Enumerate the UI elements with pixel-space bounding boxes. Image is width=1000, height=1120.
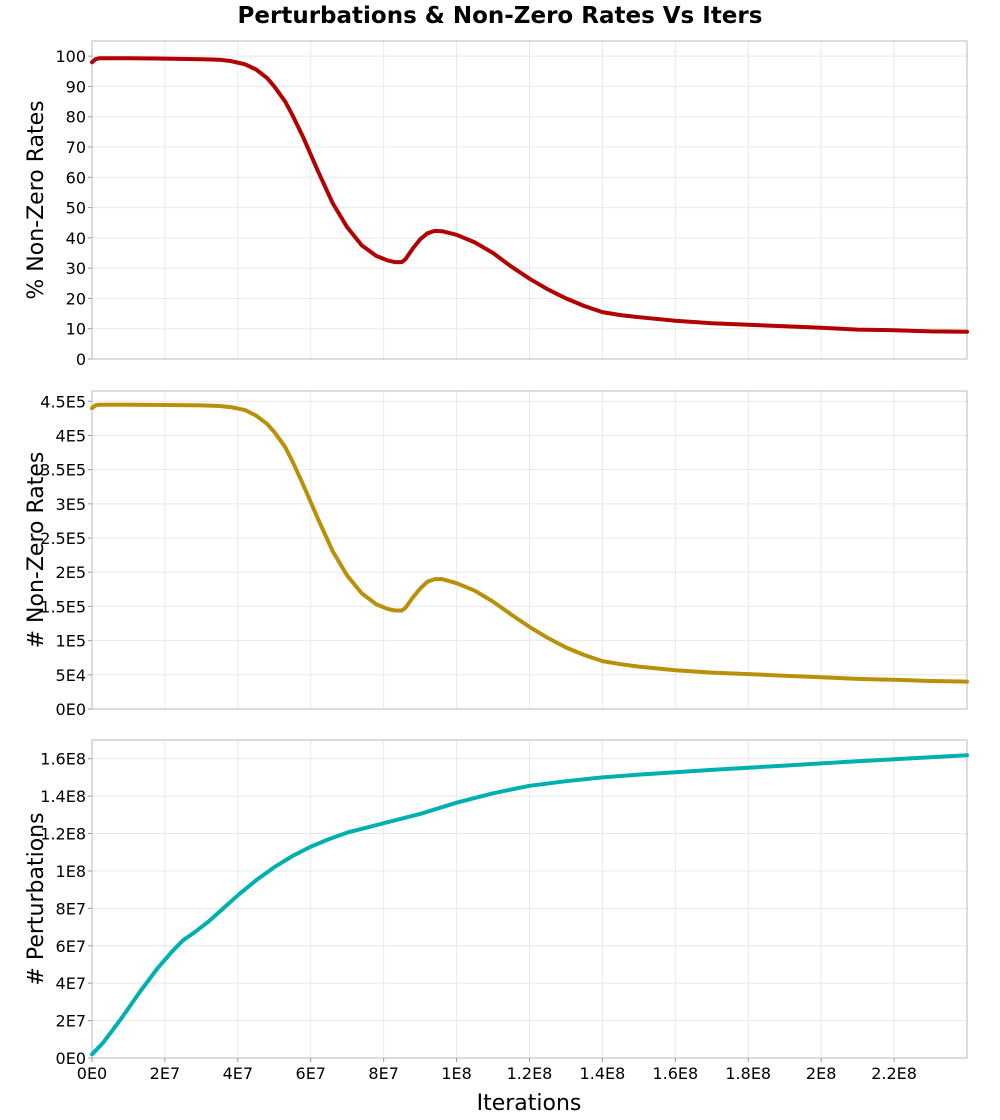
y-tick-label: 1E8 bbox=[56, 862, 86, 881]
y-tick-label: 40 bbox=[66, 229, 86, 248]
y-tick-label: 1.4E8 bbox=[40, 787, 86, 806]
y-tick-label: 70 bbox=[66, 138, 86, 157]
y-tick-label: 4E7 bbox=[56, 974, 86, 993]
y-axis-label: # Non-Zero Rates bbox=[24, 452, 49, 649]
x-tick-label: 6E7 bbox=[296, 1064, 326, 1083]
chart-title: Perturbations & Non-Zero Rates Vs Iters bbox=[238, 3, 763, 29]
y-tick-label: 60 bbox=[66, 168, 86, 187]
plot-frame bbox=[91, 390, 968, 710]
y-tick-label: 1E5 bbox=[56, 632, 86, 651]
y-axis-label: # Perturbations bbox=[24, 812, 49, 985]
x-tick-label: 8E7 bbox=[368, 1064, 398, 1083]
x-tick-label: 1.2E8 bbox=[507, 1064, 553, 1083]
y-tick-label: 20 bbox=[66, 289, 86, 308]
y-tick-label: 1.2E8 bbox=[40, 825, 86, 844]
y-tick-label: 4.5E5 bbox=[40, 392, 86, 411]
panel-perturbations: 0E0 2E7 4E7 6E7 8E7 1E8 1.2E8 1.4E8 1.6E8 # Pertu… bbox=[24, 739, 969, 1083]
y-tick-label: 90 bbox=[66, 77, 86, 96]
x-tick-label: 0E0 bbox=[77, 1064, 107, 1083]
y-tick-label: 2E5 bbox=[56, 563, 86, 582]
x-tick-label: 2.2E8 bbox=[871, 1064, 917, 1083]
y-tick-label: 1.5E5 bbox=[40, 597, 86, 616]
series-line-percent-non-zero bbox=[90, 56, 969, 334]
plot-frame bbox=[91, 40, 968, 360]
y-tick-label: 1.6E8 bbox=[40, 750, 86, 769]
y-axis-label: % Non-Zero Rates bbox=[24, 100, 49, 299]
y-tick-label: 2E7 bbox=[56, 1012, 86, 1031]
x-axis-label: Iterations bbox=[477, 1091, 582, 1116]
x-tick-label: 1.4E8 bbox=[580, 1064, 626, 1083]
y-tick-label: 3E5 bbox=[56, 495, 86, 514]
y-tick-label: 0E0 bbox=[56, 1049, 86, 1068]
panel-percent-non-zero: 0 10 20 30 40 50 60 70 80 90 100 % Non-Zero Rates bbox=[24, 40, 969, 369]
y-tick-label: 0 bbox=[76, 350, 86, 369]
y-tick-label: 0E0 bbox=[56, 700, 86, 719]
y-tick-label: 80 bbox=[66, 108, 86, 127]
x-tick-label: 1.6E8 bbox=[652, 1064, 698, 1083]
x-tick-label: 1E8 bbox=[441, 1064, 471, 1083]
y-tick-label: 50 bbox=[66, 199, 86, 218]
x-tick-label: 2E7 bbox=[150, 1064, 180, 1083]
x-tick-label: 1.8E8 bbox=[725, 1064, 771, 1083]
y-tick-label: 3.5E5 bbox=[40, 461, 86, 480]
series-line-perturbations bbox=[90, 753, 969, 1057]
y-tick-label: 10 bbox=[66, 320, 86, 339]
y-tick-label: 4E5 bbox=[56, 426, 86, 445]
y-tick-label: 5E4 bbox=[56, 666, 86, 685]
panel-count-non-zero: 0E0 5E4 1E5 1.5E5 2E5 2.5E5 3E5 3.5E5 4E5 4.5E5 # … bbox=[24, 390, 969, 719]
y-tick-label: 100 bbox=[55, 47, 86, 66]
x-tick-label: 4E7 bbox=[223, 1064, 253, 1083]
series-line-count-non-zero bbox=[90, 402, 969, 684]
y-tick-label: 2.5E5 bbox=[40, 529, 86, 548]
y-tick-label: 8E7 bbox=[56, 899, 86, 918]
y-tick-label: 6E7 bbox=[56, 937, 86, 956]
y-tick-label: 30 bbox=[66, 259, 86, 278]
x-tick-label: 2E8 bbox=[806, 1064, 836, 1083]
